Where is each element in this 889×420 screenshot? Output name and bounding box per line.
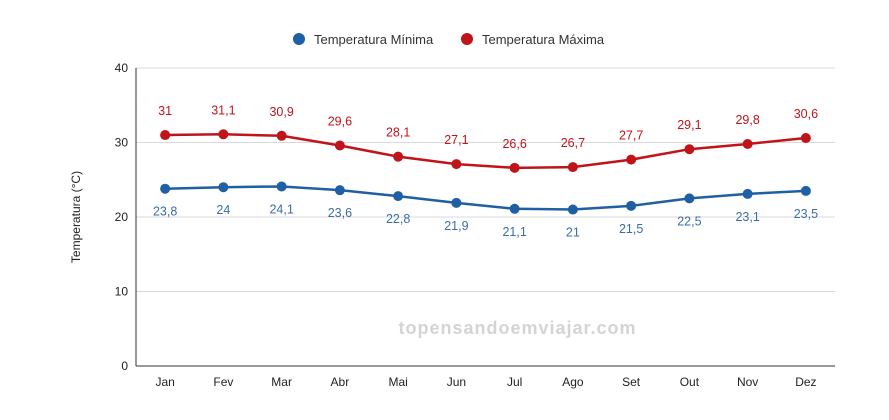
data-label: 31 [158,104,172,118]
data-point [334,185,345,196]
data-label: 23,8 [153,205,177,219]
data-point [567,162,578,173]
data-point [800,133,811,144]
y-tick-label: 0 [121,359,128,373]
x-tick-label-mar: Mar [271,375,292,389]
data-label: 29,6 [328,114,352,128]
legend-item-max: Temperatura Máxima [461,32,605,47]
x-tick-label-jul: Jul [507,375,522,389]
data-label: 21,1 [502,225,526,239]
data-point [276,130,287,141]
data-point [684,193,695,204]
axes: 0 10 20 30 40 Jan Fev Mar Abr Mai Jun Jul Ago Set Out N… [115,61,835,389]
data-label: 27,7 [619,129,643,143]
watermark: topensandoemviajar.com [398,318,636,338]
x-tick-label-dez: Dez [795,375,816,389]
data-label: 21,9 [444,219,468,233]
legend-label: Temperatura Mínima [314,32,434,47]
y-tick-label: 20 [115,210,129,224]
data-point [509,203,520,214]
data-point [393,151,404,162]
legend-marker-icon [461,33,473,45]
series-min: 23,8 24 24,1 23,6 22,8 21,9 21,1 21 21,5 22,5 23,1… [153,181,818,240]
data-label: 27,1 [444,133,468,147]
x-tick-label-nov: Nov [737,375,758,389]
data-label: 21,5 [619,222,643,236]
data-label: 28,1 [386,126,410,140]
x-tick-label-jun: Jun [447,375,466,389]
data-label: 29,1 [677,118,701,132]
data-label: 22,8 [386,212,410,226]
data-point [276,181,287,192]
data-label: 24,1 [269,202,293,216]
data-point [567,204,578,215]
series-max: 31 31,1 30,9 29,6 28,1 27,1 26,6 26,7 27,7 29,1 29… [158,103,818,173]
y-axis-label: Temperatura (°C) [69,171,83,263]
data-point [626,200,637,211]
data-label: 21 [566,226,580,240]
series-line [165,133,807,170]
data-point [393,191,404,202]
x-tick-label-out: Out [680,375,700,389]
y-tick-label: 40 [115,61,129,75]
x-tick-label-jan: Jan [155,375,174,389]
data-label: 26,7 [561,136,585,150]
data-point [509,162,520,173]
grid [136,67,835,292]
data-label: 24 [216,203,230,217]
data-label: 26,6 [502,137,526,151]
x-tick-label-ago: Ago [562,375,584,389]
data-label: 22,5 [677,214,701,228]
data-point [626,154,637,165]
x-tick-label-abr: Abr [331,375,350,389]
legend: Temperatura Mínima Temperatura Máxima [293,32,605,47]
data-label: 31,1 [211,103,235,117]
data-label: 30,6 [794,107,818,121]
data-point [160,183,171,194]
data-point [451,159,462,170]
y-tick-label: 10 [115,285,129,299]
data-point [334,140,345,151]
data-label: 23,6 [328,206,352,220]
legend-item-min: Temperatura Mínima [293,32,434,47]
series-layer: 23,8 24 24,1 23,6 22,8 21,9 21,1 21 21,5 22,5 23,1… [153,103,818,239]
x-tick-label-fev: Fev [213,375,233,389]
data-point [742,138,753,149]
legend-label: Temperatura Máxima [482,32,605,47]
data-point [218,129,229,140]
data-point [451,197,462,208]
data-point [160,130,171,141]
data-label: 23,5 [794,207,818,221]
data-point [742,188,753,199]
data-point [684,144,695,155]
data-label: 23,1 [735,210,759,224]
legend-marker-icon [293,33,305,45]
data-point [218,182,229,193]
data-point [800,185,811,196]
data-label: 30,9 [269,105,293,119]
series-line [165,185,806,211]
data-label: 29,8 [735,113,759,127]
y-tick-label: 30 [115,136,129,150]
x-tick-label-mai: Mai [388,375,407,389]
x-tick-label-set: Set [622,375,641,389]
